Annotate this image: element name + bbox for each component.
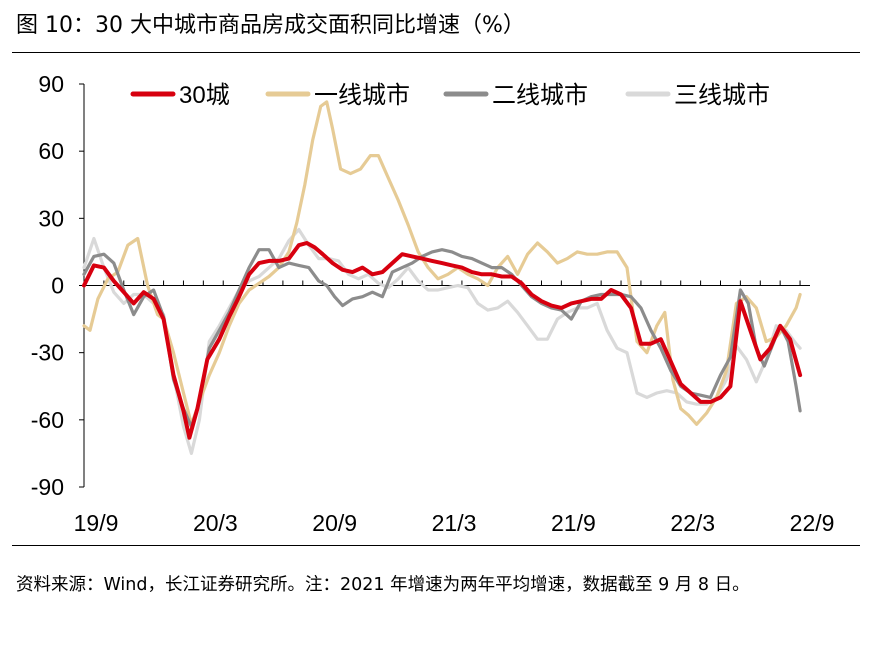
legend: 30城 一线城市 二线城市 三线城市 xyxy=(130,82,770,109)
legend-label-1: 30城 xyxy=(179,82,230,109)
y-tick-label: -90 xyxy=(31,474,64,500)
series-lines xyxy=(82,100,803,455)
y-tick-label: 0 xyxy=(51,273,64,299)
line-chart: 90 60 30 0 -30 -60 -90 19/9 20/3 20/9 21/3 21/9 22/3… xyxy=(31,71,835,536)
y-tick-label: -30 xyxy=(31,340,64,366)
legend-label-3: 二线城市 xyxy=(492,82,588,109)
x-tick-label: 21/3 xyxy=(432,510,477,536)
y-tick-label: 90 xyxy=(38,71,64,97)
axes: 90 60 30 0 -30 -60 -90 19/9 20/3 20/9 21/3 21/9 22/3… xyxy=(31,71,835,536)
series-line-1 xyxy=(82,241,803,440)
legend-label-2: 一线城市 xyxy=(314,82,410,109)
source-note: 资料来源：Wind，长江证券研究所。注：2021 年增速为两年平均增速，数据截至… xyxy=(16,575,750,595)
title-divider xyxy=(12,52,860,53)
y-tick-label: 60 xyxy=(38,138,64,164)
x-tick-label: 19/9 xyxy=(74,510,119,536)
x-tick-label: 21/9 xyxy=(551,510,596,536)
x-tick-label: 20/3 xyxy=(193,510,238,536)
figure-title: 图 10：30 大中城市商品房成交面积同比增速（%） xyxy=(16,13,525,38)
x-tick-label: 22/9 xyxy=(790,510,835,536)
y-tick-label: -60 xyxy=(31,407,64,433)
series-line-4 xyxy=(82,227,802,455)
legend-label-4: 三线城市 xyxy=(674,82,770,109)
y-tick-label: 30 xyxy=(38,205,64,231)
x-tick-label: 20/9 xyxy=(312,510,357,536)
source-divider xyxy=(12,545,860,546)
x-tick-label: 22/3 xyxy=(670,510,715,536)
